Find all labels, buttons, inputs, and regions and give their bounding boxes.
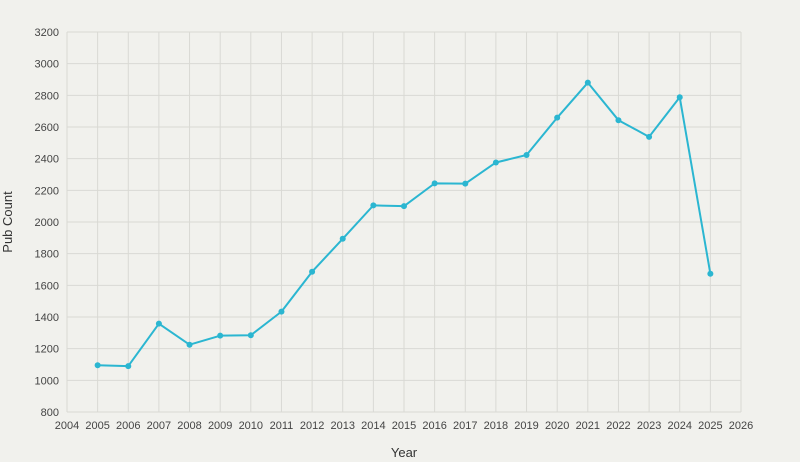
- x-tick-label: 2012: [300, 420, 324, 432]
- data-point: [247, 332, 254, 339]
- data-point: [523, 152, 530, 159]
- x-tick-label: 2022: [606, 420, 630, 432]
- data-point: [155, 320, 162, 327]
- x-tick-label: 2005: [85, 420, 109, 432]
- y-tick-label: 1800: [35, 249, 59, 261]
- data-point: [584, 79, 591, 86]
- y-tick-label: 2200: [35, 185, 59, 197]
- data-point: [707, 270, 714, 277]
- y-tick-label: 3200: [35, 27, 59, 39]
- x-tick-label: 2011: [270, 420, 294, 432]
- x-tick-label: 2019: [514, 420, 538, 432]
- data-point: [339, 235, 346, 242]
- x-tick-label: 2023: [637, 420, 661, 432]
- y-tick-label: 2000: [35, 217, 59, 229]
- data-point: [462, 180, 469, 187]
- y-tick-label: 3000: [35, 59, 59, 71]
- data-point: [125, 363, 132, 370]
- x-tick-label: 2017: [453, 420, 477, 432]
- x-tick-label: 2020: [545, 420, 569, 432]
- data-point: [492, 159, 499, 166]
- x-tick-label: 2025: [698, 420, 722, 432]
- x-tick-label: 2007: [147, 420, 171, 432]
- data-point: [278, 308, 285, 315]
- x-axis-title: Year: [391, 445, 418, 460]
- x-tick-label: 2018: [484, 420, 508, 432]
- x-tick-label: 2026: [729, 420, 753, 432]
- x-tick-label: 2010: [239, 420, 263, 432]
- data-point: [401, 203, 407, 210]
- x-tick-label: 2014: [361, 420, 385, 432]
- x-tick-label: 2016: [422, 420, 446, 432]
- y-tick-label: 800: [41, 407, 59, 419]
- x-axis-ticks: 2004 2005 2006 2007 2008 2009 2010 2011 2012 2013…: [55, 420, 753, 432]
- data-point: [431, 180, 438, 187]
- data-point: [676, 94, 683, 101]
- series-layer: [94, 79, 714, 370]
- data-point: [217, 332, 224, 339]
- x-tick-label: 2006: [116, 420, 140, 432]
- x-tick-label: 2015: [392, 420, 416, 432]
- x-tick-label: 2008: [177, 420, 201, 432]
- y-axis-ticks: 800 1000 1200 1400 1600 1800 2000 2200 2400 2600 2…: [35, 27, 59, 419]
- x-tick-label: 2009: [208, 420, 232, 432]
- data-point: [309, 268, 316, 275]
- data-point: [554, 114, 561, 121]
- y-tick-label: 2400: [35, 154, 59, 166]
- data-point: [94, 362, 101, 369]
- grid-lines: [66, 31, 742, 413]
- x-tick-label: 2024: [667, 420, 691, 432]
- x-tick-label: 2021: [576, 420, 600, 432]
- data-point: [186, 341, 193, 348]
- data-point: [370, 202, 377, 209]
- x-tick-label: 2013: [330, 420, 354, 432]
- x-tick-label: 2004: [55, 420, 79, 432]
- y-tick-label: 1600: [35, 280, 59, 292]
- y-tick-label: 2600: [35, 122, 59, 134]
- y-tick-label: 1000: [35, 375, 59, 387]
- data-point: [646, 133, 653, 140]
- y-tick-label: 2800: [35, 90, 59, 102]
- data-point: [615, 117, 622, 124]
- y-tick-label: 1200: [35, 344, 59, 356]
- y-axis-title: Pub Count: [0, 191, 15, 253]
- y-tick-label: 1400: [35, 312, 59, 324]
